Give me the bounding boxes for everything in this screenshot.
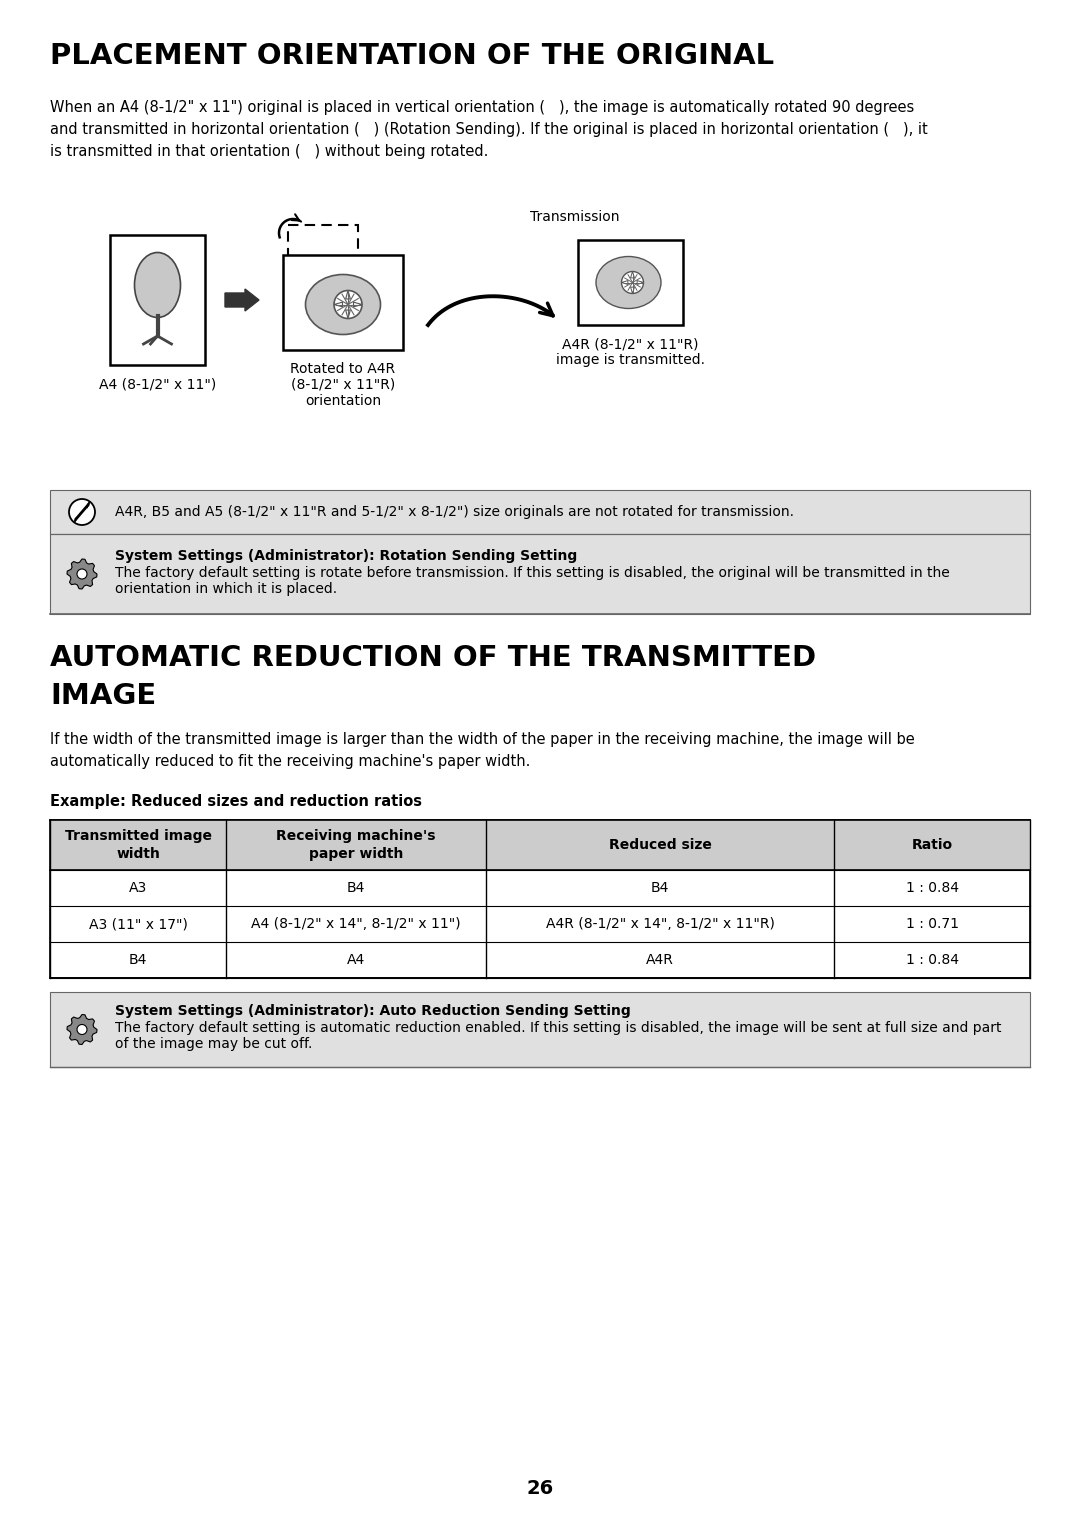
Text: Transmitted image
width: Transmitted image width <box>65 830 212 860</box>
Text: A4 (8-1/2" x 11"): A4 (8-1/2" x 11") <box>99 377 216 391</box>
Text: (8-1/2" x 11"R): (8-1/2" x 11"R) <box>291 377 395 393</box>
Text: orientation: orientation <box>305 394 381 408</box>
Text: B4: B4 <box>651 882 670 895</box>
Ellipse shape <box>306 275 380 335</box>
Text: B4: B4 <box>129 953 147 967</box>
Polygon shape <box>621 281 627 284</box>
Bar <box>110 235 205 365</box>
Text: A3: A3 <box>130 882 147 895</box>
Polygon shape <box>67 1015 97 1045</box>
FancyArrow shape <box>225 289 259 312</box>
Bar <box>50 821 1030 869</box>
Polygon shape <box>631 287 634 293</box>
Text: A4 (8-1/2" x 14", 8-1/2" x 11"): A4 (8-1/2" x 14", 8-1/2" x 11") <box>252 917 461 931</box>
Text: Receiving machine's
paper width: Receiving machine's paper width <box>276 830 436 860</box>
Bar <box>283 255 403 350</box>
Text: Rotated to A4R: Rotated to A4R <box>291 362 395 376</box>
Ellipse shape <box>621 272 644 293</box>
Text: A4: A4 <box>347 953 365 967</box>
Text: orientation in which it is placed.: orientation in which it is placed. <box>114 582 337 596</box>
Text: A4R, B5 and A5 (8-1/2" x 11"R and 5-1/2" x 8-1/2") size originals are not rotate: A4R, B5 and A5 (8-1/2" x 11"R and 5-1/2"… <box>114 504 794 520</box>
Text: A3 (11" x 17"): A3 (11" x 17") <box>89 917 188 931</box>
Text: System Settings (Administrator): Auto Reduction Sending Setting: System Settings (Administrator): Auto Re… <box>114 1004 631 1018</box>
Polygon shape <box>631 272 634 278</box>
Text: 1 : 0.84: 1 : 0.84 <box>905 882 959 895</box>
Ellipse shape <box>135 252 180 318</box>
Bar <box>50 992 1030 1067</box>
Text: System Settings (Administrator): Rotation Sending Setting: System Settings (Administrator): Rotatio… <box>114 549 577 562</box>
Text: If the width of the transmitted image is larger than the width of the paper in t: If the width of the transmitted image is… <box>50 732 915 769</box>
Text: Transmission: Transmission <box>530 209 620 225</box>
Bar <box>50 490 1030 533</box>
Ellipse shape <box>77 568 87 579</box>
Text: of the image may be cut off.: of the image may be cut off. <box>114 1038 312 1051</box>
Text: 1 : 0.71: 1 : 0.71 <box>905 917 959 931</box>
Text: A4R (8-1/2" x 14", 8-1/2" x 11"R): A4R (8-1/2" x 14", 8-1/2" x 11"R) <box>545 917 774 931</box>
Bar <box>578 240 683 325</box>
Text: Reduced size: Reduced size <box>609 837 712 853</box>
Text: B4: B4 <box>347 882 365 895</box>
Text: A4R (8-1/2" x 11"R): A4R (8-1/2" x 11"R) <box>563 338 699 351</box>
Polygon shape <box>334 303 342 307</box>
Bar <box>288 225 357 306</box>
Text: Ratio: Ratio <box>912 837 953 853</box>
Polygon shape <box>67 559 97 588</box>
Ellipse shape <box>334 290 362 318</box>
Text: 1 : 0.84: 1 : 0.84 <box>905 953 959 967</box>
Text: AUTOMATIC REDUCTION OF THE TRANSMITTED: AUTOMATIC REDUCTION OF THE TRANSMITTED <box>50 643 816 672</box>
Text: PLACEMENT ORIENTATION OF THE ORIGINAL: PLACEMENT ORIENTATION OF THE ORIGINAL <box>50 41 774 70</box>
Text: Example: Reduced sizes and reduction ratios: Example: Reduced sizes and reduction rat… <box>50 795 422 808</box>
Polygon shape <box>353 303 362 307</box>
Text: The factory default setting is automatic reduction enabled. If this setting is d: The factory default setting is automatic… <box>114 1021 1001 1034</box>
Polygon shape <box>346 290 350 299</box>
Text: When an A4 (8-1/2" x 11") original is placed in vertical orientation (   ), the : When an A4 (8-1/2" x 11") original is pl… <box>50 99 928 159</box>
Text: 26: 26 <box>526 1479 554 1497</box>
Text: The factory default setting is rotate before transmission. If this setting is di: The factory default setting is rotate be… <box>114 565 949 581</box>
Ellipse shape <box>69 500 95 526</box>
Text: IMAGE: IMAGE <box>50 681 157 711</box>
Bar <box>50 821 1030 978</box>
Bar <box>50 533 1030 614</box>
Text: image is transmitted.: image is transmitted. <box>556 353 705 367</box>
Polygon shape <box>346 310 350 318</box>
Ellipse shape <box>596 257 661 309</box>
Polygon shape <box>637 281 644 284</box>
Ellipse shape <box>77 1024 87 1034</box>
Text: A4R: A4R <box>646 953 674 967</box>
